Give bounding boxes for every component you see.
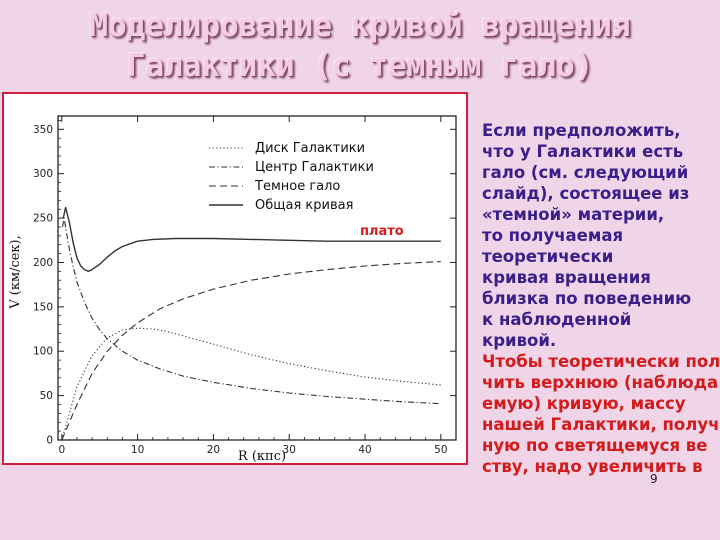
plateau-annotation: плато <box>360 224 404 239</box>
explanation-paragraph-2: Чтобы теоретически пол чить верхнюю (наб… <box>482 351 720 477</box>
text-line: к наблюденной <box>482 310 632 329</box>
series-line-1 <box>61 327 441 441</box>
plot-frame <box>57 115 457 441</box>
text-line: что у Галактики есть <box>482 142 684 161</box>
y-tick-label: 50 <box>40 390 53 402</box>
legend-label: Общая кривая <box>255 198 353 213</box>
y-tick-label: 200 <box>33 257 53 269</box>
title-line-2: Галактики (с темным гало) <box>126 48 594 84</box>
y-tick-label: 100 <box>33 346 53 358</box>
legend-label: Диск Галактики <box>255 141 365 156</box>
text-line: емую) кривую, массу <box>482 394 686 413</box>
explanation-text: Если предположить, что у Галактики есть … <box>482 120 720 540</box>
rotation-curve-chart: 0 50 100 150 200 250 300 350 0 10 20 30 40 50 Диск Гал… <box>8 115 457 463</box>
x-tick-label: 40 <box>358 444 371 456</box>
x-tick-label: 0 <box>58 444 65 456</box>
text-line: ству, надо увеличить в <box>482 457 703 476</box>
x-tick-label: 20 <box>207 444 220 456</box>
text-line: ную по светящемуся ве <box>482 436 708 455</box>
text-line: «темной» материи, <box>482 205 665 224</box>
text-line: слайд), состоящее из <box>482 184 690 203</box>
text-line: Чтобы теоретически пол <box>482 352 720 371</box>
text-line: близка по поведению <box>482 289 692 308</box>
series-line-2 <box>61 217 441 405</box>
legend-label: Темное гало <box>254 179 340 194</box>
y-tick-label: 150 <box>33 301 53 313</box>
explanation-paragraph-1: Если предположить, что у Галактики есть … <box>482 120 720 351</box>
text-line: чить верхнюю (наблюда <box>482 373 719 392</box>
x-tick-label: 10 <box>131 444 144 456</box>
y-tick-label: 300 <box>33 168 53 180</box>
y-axis-label: V (км/сек), <box>8 235 23 310</box>
series-line-3 <box>61 261 441 441</box>
text-line: гало (см. следующий <box>482 163 689 182</box>
text-line: нашей Галактики, получ <box>482 415 720 434</box>
text-line: Если предположить, <box>482 121 681 140</box>
y-tick-label: 0 <box>46 435 53 447</box>
chart-panel: 0 50 100 150 200 250 300 350 0 10 20 30 40 50 Диск Гал… <box>2 92 468 465</box>
x-axis-label: R (кпс) <box>238 449 286 463</box>
text-line: кривой. <box>482 331 557 350</box>
page-number: 9 <box>650 472 658 486</box>
series-line-4 <box>62 206 441 273</box>
text-line: теоретически <box>482 247 614 266</box>
text-line: то получаемая <box>482 226 624 245</box>
text-line: кривая вращения <box>482 268 651 287</box>
page-title: Моделирование кривой вращения Галактики … <box>0 6 720 86</box>
y-tick-label: 350 <box>33 124 53 136</box>
x-tick-label: 30 <box>283 444 296 456</box>
title-line-1: Моделирование кривой вращения <box>89 8 631 44</box>
x-tick-label: 50 <box>434 444 447 456</box>
legend-label: Центр Галактики <box>255 160 374 175</box>
y-tick-label: 250 <box>33 213 53 225</box>
